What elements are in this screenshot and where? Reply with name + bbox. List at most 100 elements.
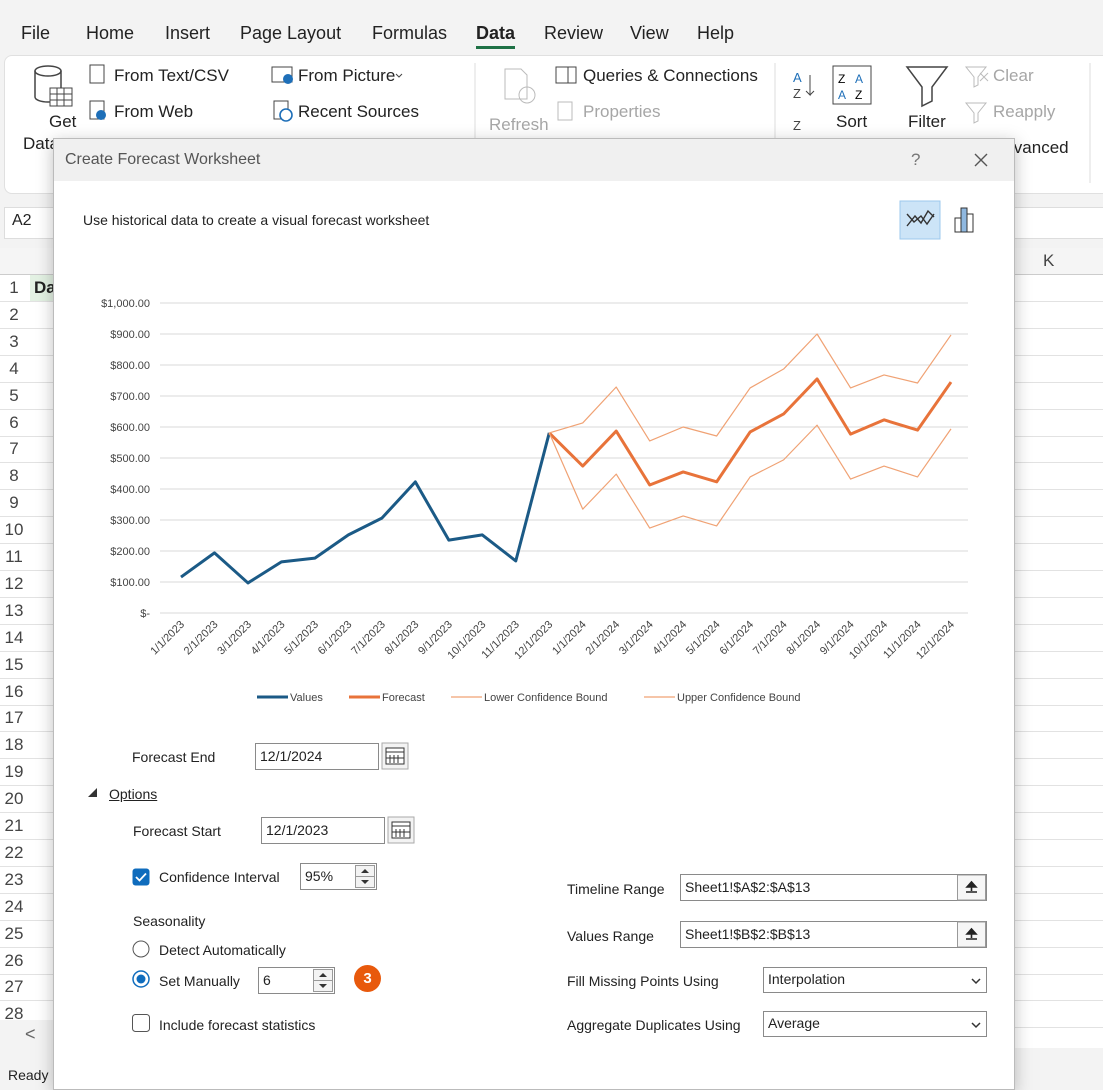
row-header: 25 <box>4 923 24 943</box>
y-tick-label: $900.00 <box>110 329 150 341</box>
ribbon-tab[interactable]: View <box>630 23 669 43</box>
ribbon-button[interactable]: Refresh <box>489 115 549 134</box>
row-header: 11 <box>5 547 23 566</box>
x-tick-label: 3/1/2023 <box>215 619 254 658</box>
column-label: K <box>1043 251 1055 270</box>
ribbon-button[interactable]: Reapply <box>993 102 1056 121</box>
dialog: Create Forecast Worksheet ? Use historic… <box>53 138 1015 1090</box>
ribbon-button[interactable]: Recent Sources <box>298 102 419 121</box>
y-tick-label: $800.00 <box>110 360 150 372</box>
row-header: 28 <box>4 1004 24 1024</box>
row-header: 1 <box>9 278 19 297</box>
x-tick-label: 5/1/2024 <box>684 619 723 658</box>
y-tick-label: $500.00 <box>110 453 150 465</box>
checkbox-label[interactable]: Include forecast statistics <box>159 1017 316 1033</box>
svg-text:A: A <box>838 88 846 102</box>
svg-text:Z: Z <box>838 72 845 86</box>
ribbon-tab[interactable]: Formulas <box>372 23 448 43</box>
ribbon-button[interactable]: From Picture <box>298 66 396 85</box>
spin-buttons[interactable] <box>355 865 375 888</box>
checkbox-checked[interactable] <box>132 868 150 886</box>
name-box[interactable]: A2 <box>12 212 32 229</box>
x-tick-label: 6/1/2023 <box>316 619 355 658</box>
field-label: Timeline Range <box>567 881 665 897</box>
ribbon-tab[interactable]: Help <box>697 23 735 43</box>
status: Ready <box>8 1067 49 1083</box>
row-header: 24 <box>4 896 24 916</box>
x-tick-label: 4/1/2023 <box>249 619 288 658</box>
row-header: 22 <box>4 842 24 862</box>
checkbox-unchecked[interactable] <box>132 1014 150 1032</box>
collapse-icon[interactable] <box>87 787 99 799</box>
range-buttons[interactable] <box>957 875 986 947</box>
get-data-label[interactable]: Data <box>23 134 59 153</box>
ribbon-button[interactable]: From Web <box>114 102 194 121</box>
series-line <box>549 333 952 442</box>
scroll-left[interactable]: < <box>25 1024 36 1044</box>
dropdown[interactable]: Average <box>763 1011 987 1037</box>
ribbon-button[interactable]: Sort <box>836 112 868 131</box>
field-label: Aggregate Duplicates Using <box>567 1017 741 1033</box>
row-header: 7 <box>9 439 19 459</box>
row-header: 16 <box>4 681 24 701</box>
ribbon-button[interactable]: Clear <box>993 66 1034 85</box>
field-label: Fill Missing Points Using <box>567 973 719 989</box>
options-toggle[interactable]: Options <box>109 786 158 802</box>
spin-buttons[interactable] <box>313 969 333 992</box>
x-tick-label: 2/1/2024 <box>584 619 623 658</box>
ribbon-tab[interactable]: Review <box>544 23 604 43</box>
legend-label: Forecast <box>382 692 425 704</box>
radio-unselected[interactable] <box>132 940 150 958</box>
y-tick-label: $200.00 <box>110 546 150 558</box>
field-label: Values Range <box>567 928 654 944</box>
x-tick-label: 1/1/2024 <box>550 619 589 658</box>
ribbon-tab[interactable]: File <box>21 23 51 43</box>
ribbon-icons: AZ Z Z AA Z <box>34 63 1091 183</box>
help-button[interactable]: ? <box>911 150 921 169</box>
y-tick-label: $600.00 <box>110 422 150 434</box>
ribbon-button[interactable]: Filter <box>908 112 946 131</box>
range-input[interactable]: Sheet1!$A$2:$A$13 <box>680 874 987 901</box>
sheet-tabs <box>0 1020 53 1050</box>
ribbon-button[interactable]: Properties <box>583 102 661 121</box>
row-header: 13 <box>4 600 24 620</box>
row-header: 14 <box>4 627 24 647</box>
row-header: 8 <box>9 466 19 486</box>
ribbon-tab[interactable]: Insert <box>165 23 211 43</box>
ribbon-tab[interactable]: Page Layout <box>240 23 342 43</box>
date-input[interactable]: 12/1/2024 <box>255 743 379 770</box>
y-tick-label: $- <box>140 608 150 620</box>
calendar-button[interactable] <box>381 742 409 770</box>
dialog-title: Create Forecast Worksheet <box>65 151 261 168</box>
radio-selected[interactable] <box>132 970 150 988</box>
radio-label[interactable]: Detect Automatically <box>159 942 286 958</box>
date-input[interactable]: 12/1/2023 <box>261 817 385 844</box>
ribbon-button[interactable]: From Text/CSV <box>114 66 229 85</box>
y-tick-label: $400.00 <box>110 484 150 496</box>
ribbon-tab[interactable]: Data <box>476 23 516 49</box>
row-header: 23 <box>4 869 24 889</box>
dropdown[interactable]: Interpolation <box>763 967 987 993</box>
row-header: 21 <box>4 816 24 835</box>
calendar-button[interactable] <box>387 816 415 844</box>
get-data-label[interactable]: Get <box>49 112 77 131</box>
row-header: 6 <box>9 412 19 432</box>
svg-text:Z: Z <box>793 118 801 133</box>
x-tick-label: 3/1/2024 <box>617 619 656 658</box>
checkbox-label[interactable]: Confidence Interval <box>159 869 280 885</box>
ribbon-tab[interactable]: Home <box>86 23 135 43</box>
chart-type-buttons[interactable] <box>899 200 999 240</box>
dropdown-arrows[interactable] <box>969 973 983 1033</box>
legend-label: Values <box>290 692 323 704</box>
range-input[interactable]: Sheet1!$B$2:$B$13 <box>680 921 987 948</box>
x-tick-label: 4/1/2024 <box>651 619 690 658</box>
legend-label: Upper Confidence Bound <box>677 692 801 704</box>
row-header: 15 <box>4 654 24 674</box>
radio-label[interactable]: Set Manually <box>159 973 240 989</box>
dialog-titlebar <box>54 139 1014 181</box>
row-header: 5 <box>9 385 19 405</box>
field-label: Forecast End <box>132 749 216 765</box>
x-tick-label: 6/1/2024 <box>717 619 756 658</box>
close-button[interactable] <box>972 151 990 169</box>
ribbon-button[interactable]: Queries & Connections <box>583 66 758 85</box>
